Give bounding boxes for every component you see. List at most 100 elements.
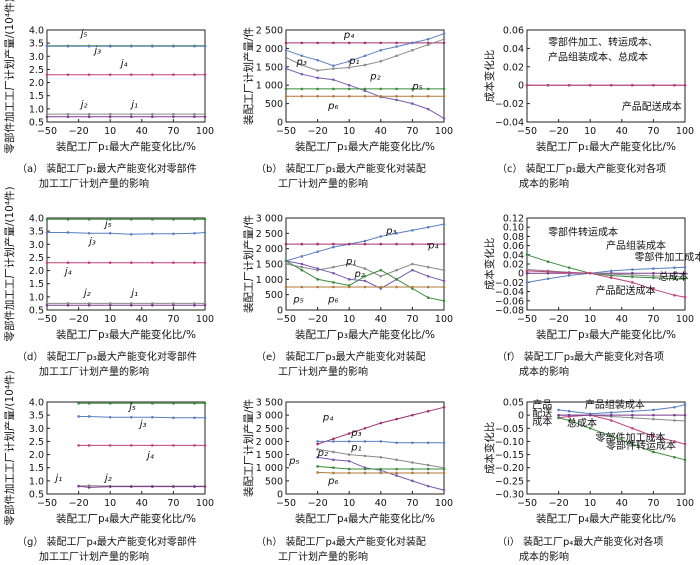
- x-tick-label: −50: [517, 498, 537, 509]
- data-point: [129, 485, 133, 488]
- data-point: [129, 402, 133, 405]
- data-point: [363, 94, 367, 98]
- series-annotation: j₂: [82, 288, 91, 299]
- y-tick-label: 0: [277, 306, 283, 317]
- panel-caption: 成本的影响: [519, 177, 569, 190]
- data-point: [87, 261, 91, 264]
- data-point: [172, 115, 175, 119]
- data-point: [411, 242, 414, 246]
- data-point: [652, 450, 655, 454]
- y-tick-label: 1 000: [256, 275, 283, 286]
- data-point: [193, 261, 196, 264]
- data-point: [652, 276, 655, 280]
- data-point: [193, 416, 196, 420]
- panel-caption: （b） 装配工厂p₁最大产能变化对装配: [256, 162, 426, 175]
- y-tick-label: 3.0: [29, 424, 44, 435]
- data-point: [45, 115, 49, 119]
- x-axis-label: 装配工厂p₁最大产能变化比/%: [536, 140, 676, 153]
- data-point: [379, 421, 383, 425]
- data-point: [426, 484, 430, 488]
- data-point: [193, 112, 196, 116]
- data-point: [300, 255, 304, 258]
- y-axis-label: 零部件加工工厂计划产量/(10⁴件): [3, 0, 16, 154]
- data-point: [284, 48, 288, 52]
- y-tick-label: 0.12: [503, 214, 524, 225]
- data-point: [363, 63, 367, 67]
- data-point: [557, 416, 560, 420]
- data-point: [316, 285, 319, 289]
- data-point: [411, 413, 414, 417]
- data-point: [203, 444, 207, 447]
- data-point: [631, 426, 634, 430]
- data-point: [203, 261, 207, 264]
- data-point: [683, 275, 687, 279]
- data-point: [300, 41, 304, 45]
- data-point: [395, 458, 398, 462]
- y-tick-label: 1 500: [256, 260, 283, 271]
- data-point: [332, 242, 335, 246]
- data-point: [347, 278, 351, 281]
- data-point: [442, 242, 446, 246]
- data-point: [395, 278, 398, 281]
- data-point: [567, 271, 571, 275]
- data-point: [347, 83, 351, 87]
- x-tick-label: 40: [375, 498, 387, 509]
- data-point: [151, 218, 154, 221]
- data-point: [683, 271, 687, 275]
- data-point: [108, 73, 112, 76]
- y-tick-label: 3.0: [29, 240, 44, 251]
- y-tick-label: 4.0: [29, 214, 44, 225]
- data-point: [87, 302, 91, 305]
- data-point: [426, 463, 430, 467]
- data-point: [108, 231, 112, 235]
- data-point: [66, 112, 70, 116]
- data-point: [172, 402, 175, 405]
- x-axis-label: 装配工厂p₁最大产能变化比/%: [56, 140, 196, 153]
- data-point: [172, 303, 175, 307]
- series-annotation: 产品配送成本: [595, 284, 655, 297]
- y-tick-label: −0.20: [495, 463, 524, 474]
- x-tick-label: −20: [69, 498, 89, 509]
- data-point: [442, 285, 446, 289]
- data-point: [108, 485, 112, 488]
- data-point: [284, 94, 288, 98]
- series-line: [317, 406, 445, 445]
- data-point: [332, 450, 335, 454]
- y-tick-label: 0.06: [503, 241, 524, 252]
- series-annotation: p₃: [350, 428, 361, 439]
- y-tick-label: 0: [277, 118, 283, 129]
- data-point: [87, 402, 91, 405]
- data-point: [284, 67, 288, 70]
- data-point: [363, 242, 367, 246]
- y-axis-label: 装配工厂计划产量/件: [242, 27, 255, 125]
- data-point: [379, 94, 383, 98]
- data-point: [411, 285, 414, 289]
- y-tick-label: 2.0: [29, 266, 44, 277]
- x-tick-label: −20: [69, 126, 89, 137]
- data-point: [363, 239, 367, 243]
- y-tick-label: 0.06: [503, 26, 524, 37]
- data-point: [411, 461, 414, 464]
- x-tick-label: 40: [616, 126, 628, 137]
- data-point: [203, 485, 207, 488]
- data-point: [411, 102, 414, 105]
- panel-caption: （g） 装配工厂p₄最大产能变化对零部件: [17, 535, 197, 548]
- panel-caption: 加工工厂计划产量的影响: [39, 177, 149, 190]
- x-tick-label: 40: [616, 314, 628, 325]
- data-point: [332, 466, 335, 470]
- data-point: [316, 242, 319, 246]
- data-point: [347, 453, 351, 456]
- data-point: [379, 471, 383, 475]
- x-tick-label: 70: [406, 314, 418, 325]
- data-point: [442, 471, 446, 475]
- data-point: [588, 271, 592, 275]
- x-tick-label: 70: [406, 126, 418, 137]
- data-point: [300, 63, 304, 67]
- y-tick-label: −0.15: [495, 450, 524, 461]
- data-point: [87, 231, 91, 235]
- data-point: [316, 440, 319, 443]
- y-tick-label: 3.0: [29, 52, 44, 63]
- x-tick-label: 70: [167, 498, 179, 509]
- series-line: [78, 485, 205, 488]
